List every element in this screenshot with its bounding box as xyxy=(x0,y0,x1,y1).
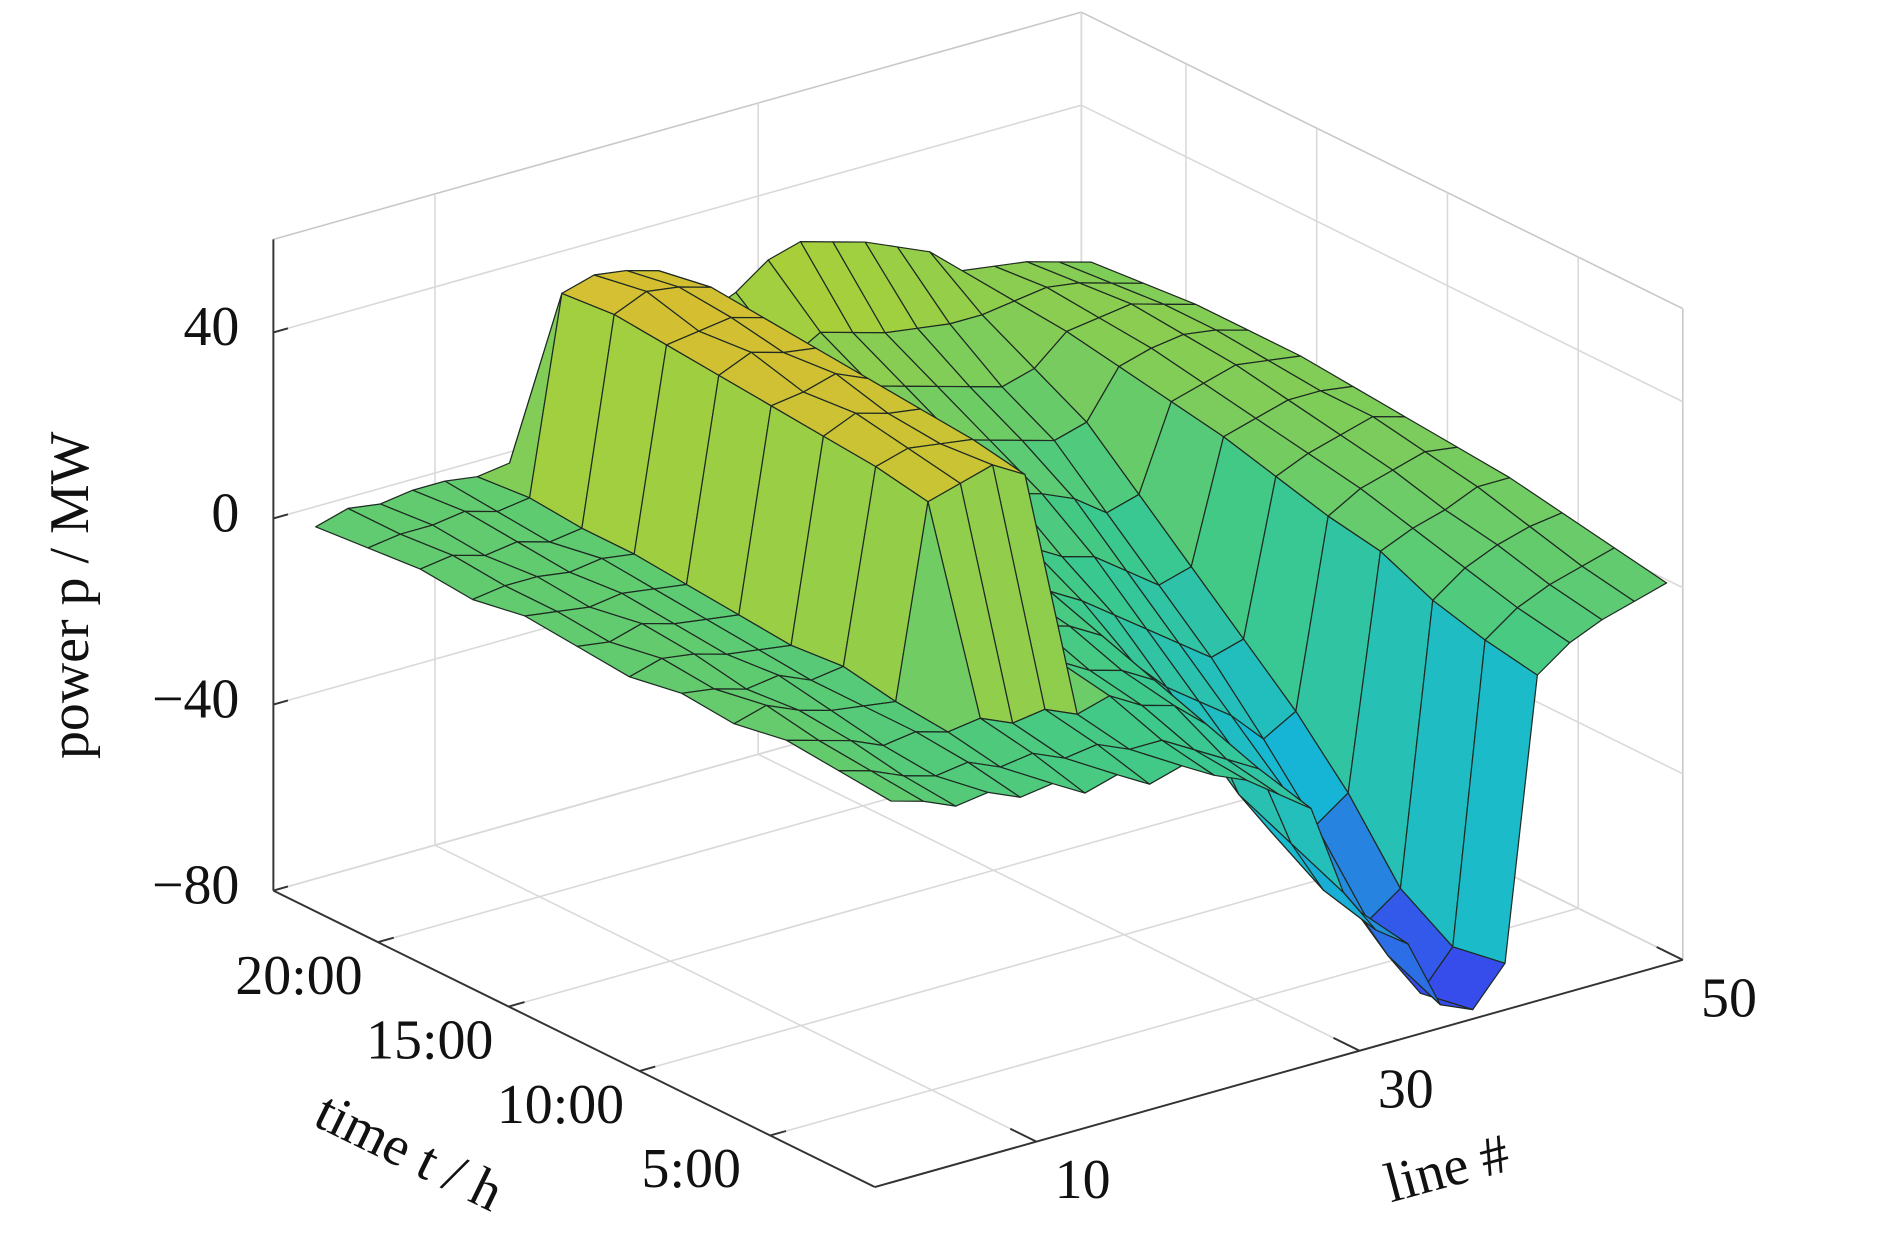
surface-patch xyxy=(838,770,924,802)
y-tick-label: 10:00 xyxy=(497,1074,624,1136)
z-tick-label: −80 xyxy=(152,854,239,916)
box-edge xyxy=(273,11,1082,241)
y-tick xyxy=(639,1065,656,1072)
y-tick xyxy=(377,936,395,944)
z-tick xyxy=(273,885,289,892)
z-axis-title: power p / MW xyxy=(39,431,101,759)
y-tick-label: 15:00 xyxy=(366,1009,493,1071)
y-tick-label: 20:00 xyxy=(235,945,362,1007)
y-tick xyxy=(508,1001,525,1008)
x-tick-label: 50 xyxy=(1701,967,1757,1029)
y-tick-label: 5:00 xyxy=(642,1138,741,1200)
x-axis xyxy=(874,958,1684,1188)
z-tick-label: −40 xyxy=(152,668,239,730)
y-tick xyxy=(769,1130,787,1137)
x-tick xyxy=(1656,946,1684,961)
grid-line xyxy=(757,753,1360,1052)
grid-line xyxy=(273,104,1082,334)
grid-line xyxy=(639,843,1448,1072)
grid-line xyxy=(508,778,1317,1008)
y-axis-title: time t / h xyxy=(306,1080,513,1224)
z-tick xyxy=(273,513,289,520)
grid-line xyxy=(434,844,1037,1143)
z-tick xyxy=(273,699,289,706)
z-tick xyxy=(273,327,289,334)
x-tick-label: 30 xyxy=(1378,1058,1434,1120)
x-tick xyxy=(1333,1036,1361,1052)
z-tick-label: 0 xyxy=(211,482,239,544)
y-axis xyxy=(272,889,876,1188)
grid-line xyxy=(1081,104,1684,403)
x-axis-title: line # xyxy=(1378,1122,1515,1214)
box-edge xyxy=(1081,11,1684,310)
x-tick-label: 10 xyxy=(1055,1149,1111,1211)
x-tick xyxy=(1009,1127,1037,1143)
z-tick-label: 40 xyxy=(183,296,239,358)
